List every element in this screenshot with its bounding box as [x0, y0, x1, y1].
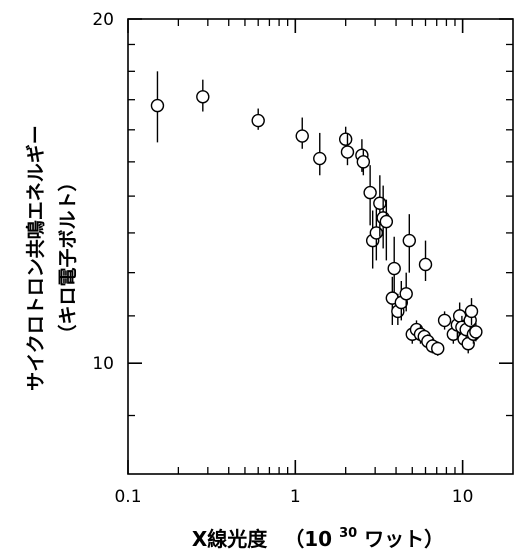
data-point [399, 287, 413, 301]
data-point [418, 257, 433, 272]
data-point [196, 90, 210, 104]
y-axis-title-line2: （キロ電子ボルト） [56, 172, 79, 343]
y-tick-label: 20 [92, 10, 114, 30]
data-point [431, 341, 445, 356]
x-tick-label: 1 [290, 487, 301, 507]
data-point [356, 155, 371, 169]
x-axis-unit-suffix: ワット） [364, 527, 444, 551]
data-point [313, 151, 327, 166]
x-axis-title: X線光度 （10 30 ワット） [192, 518, 444, 551]
y-tick-label: 10 [92, 354, 114, 374]
x-axis-unit-prefix: （10 [284, 527, 332, 551]
data-point [363, 185, 377, 200]
data-point [295, 129, 309, 143]
x-tick-label: 0.1 [114, 487, 141, 507]
data-point [464, 304, 479, 319]
data-point [402, 233, 416, 248]
data-points [150, 71, 483, 356]
x-tick-label: 10 [452, 487, 474, 507]
data-point [379, 214, 394, 229]
data-point [369, 226, 384, 240]
data-point [469, 325, 483, 339]
data-point [387, 261, 401, 276]
plot-frame [127, 18, 514, 475]
data-point [373, 196, 387, 210]
x-axis-label: X線光度 [192, 527, 268, 551]
tick-labels: 0.1 1 10 10 20 [92, 10, 473, 507]
tick-marks [127, 18, 513, 474]
data-point [340, 145, 355, 159]
data-point [251, 113, 265, 128]
y-axis-title-line1: サイクロトロン共鳴エネルギー [24, 125, 47, 391]
data-point [338, 132, 353, 146]
data-point [437, 313, 452, 328]
data-point [150, 98, 165, 113]
x-axis-unit-exponent: 30 [339, 526, 357, 541]
